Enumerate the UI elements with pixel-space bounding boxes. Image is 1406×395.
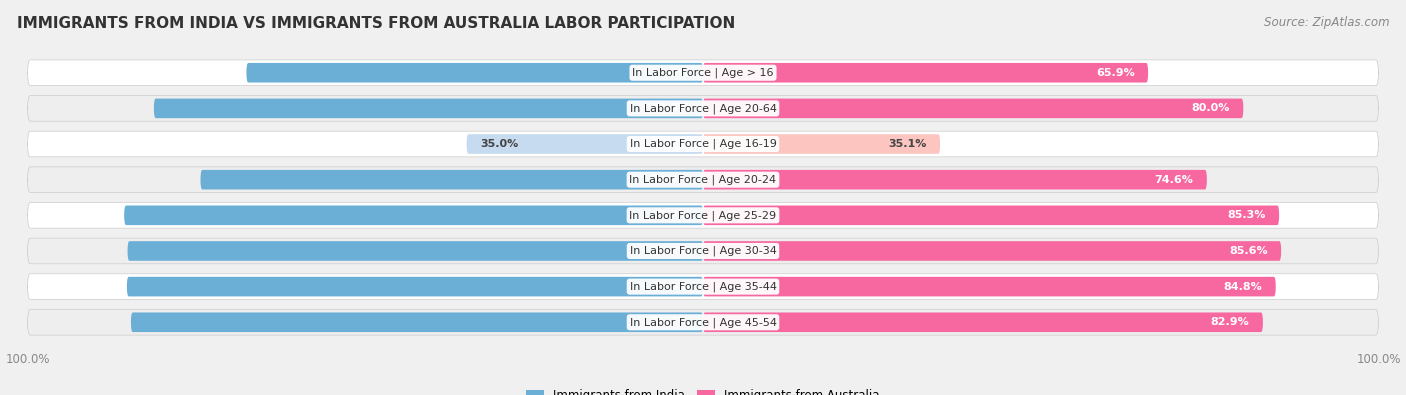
Text: IMMIGRANTS FROM INDIA VS IMMIGRANTS FROM AUSTRALIA LABOR PARTICIPATION: IMMIGRANTS FROM INDIA VS IMMIGRANTS FROM… bbox=[17, 16, 735, 31]
FancyBboxPatch shape bbox=[28, 131, 1378, 157]
FancyBboxPatch shape bbox=[703, 241, 1281, 261]
Text: 80.0%: 80.0% bbox=[1191, 103, 1230, 113]
FancyBboxPatch shape bbox=[703, 63, 1149, 83]
Text: In Labor Force | Age 20-24: In Labor Force | Age 20-24 bbox=[630, 175, 776, 185]
Text: In Labor Force | Age 45-54: In Labor Force | Age 45-54 bbox=[630, 317, 776, 327]
Text: 84.7%: 84.7% bbox=[651, 317, 689, 327]
FancyBboxPatch shape bbox=[703, 312, 1263, 332]
FancyBboxPatch shape bbox=[703, 99, 1243, 118]
Text: 85.6%: 85.6% bbox=[1229, 246, 1268, 256]
FancyBboxPatch shape bbox=[127, 277, 703, 296]
FancyBboxPatch shape bbox=[28, 96, 1378, 121]
Text: 65.9%: 65.9% bbox=[1095, 68, 1135, 78]
FancyBboxPatch shape bbox=[28, 203, 1378, 228]
FancyBboxPatch shape bbox=[467, 134, 703, 154]
Text: In Labor Force | Age 16-19: In Labor Force | Age 16-19 bbox=[630, 139, 776, 149]
Text: In Labor Force | Age 30-34: In Labor Force | Age 30-34 bbox=[630, 246, 776, 256]
Text: 81.3%: 81.3% bbox=[651, 103, 689, 113]
Text: 74.6%: 74.6% bbox=[1154, 175, 1194, 185]
Text: 35.1%: 35.1% bbox=[889, 139, 927, 149]
FancyBboxPatch shape bbox=[703, 170, 1206, 190]
FancyBboxPatch shape bbox=[703, 205, 1279, 225]
FancyBboxPatch shape bbox=[28, 274, 1378, 299]
Text: In Labor Force | Age 35-44: In Labor Force | Age 35-44 bbox=[630, 281, 776, 292]
Text: In Labor Force | Age 20-64: In Labor Force | Age 20-64 bbox=[630, 103, 776, 114]
Text: Source: ZipAtlas.com: Source: ZipAtlas.com bbox=[1264, 16, 1389, 29]
Text: 85.7%: 85.7% bbox=[651, 210, 689, 220]
FancyBboxPatch shape bbox=[28, 167, 1378, 192]
Legend: Immigrants from India, Immigrants from Australia: Immigrants from India, Immigrants from A… bbox=[526, 389, 880, 395]
FancyBboxPatch shape bbox=[128, 241, 703, 261]
Text: 67.6%: 67.6% bbox=[651, 68, 689, 78]
FancyBboxPatch shape bbox=[201, 170, 703, 190]
Text: 85.3%: 85.3% bbox=[651, 282, 689, 292]
FancyBboxPatch shape bbox=[703, 134, 941, 154]
Text: 85.3%: 85.3% bbox=[1227, 210, 1265, 220]
Text: 85.2%: 85.2% bbox=[651, 246, 689, 256]
FancyBboxPatch shape bbox=[28, 238, 1378, 264]
Text: 74.4%: 74.4% bbox=[651, 175, 689, 185]
Text: 84.8%: 84.8% bbox=[1223, 282, 1263, 292]
FancyBboxPatch shape bbox=[246, 63, 703, 83]
FancyBboxPatch shape bbox=[28, 309, 1378, 335]
FancyBboxPatch shape bbox=[153, 99, 703, 118]
FancyBboxPatch shape bbox=[124, 205, 703, 225]
Text: In Labor Force | Age 25-29: In Labor Force | Age 25-29 bbox=[630, 210, 776, 220]
FancyBboxPatch shape bbox=[703, 277, 1275, 296]
FancyBboxPatch shape bbox=[131, 312, 703, 332]
FancyBboxPatch shape bbox=[28, 60, 1378, 86]
Text: 35.0%: 35.0% bbox=[479, 139, 519, 149]
Text: 82.9%: 82.9% bbox=[1211, 317, 1250, 327]
Text: In Labor Force | Age > 16: In Labor Force | Age > 16 bbox=[633, 68, 773, 78]
